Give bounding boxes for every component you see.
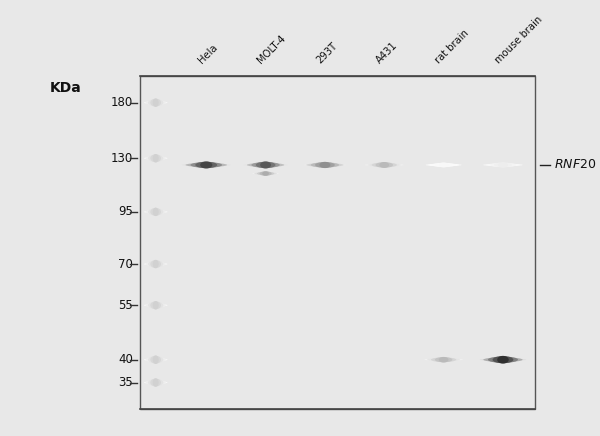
Ellipse shape xyxy=(153,355,158,364)
Ellipse shape xyxy=(254,172,277,175)
Text: A431: A431 xyxy=(374,40,400,65)
Ellipse shape xyxy=(311,162,339,167)
Ellipse shape xyxy=(144,211,167,213)
Ellipse shape xyxy=(425,164,462,166)
Ellipse shape xyxy=(144,381,167,384)
Ellipse shape xyxy=(490,163,516,167)
Text: 55: 55 xyxy=(118,299,133,312)
Ellipse shape xyxy=(153,260,158,268)
Ellipse shape xyxy=(185,163,227,167)
Ellipse shape xyxy=(431,358,456,362)
Text: 70: 70 xyxy=(118,258,133,271)
Ellipse shape xyxy=(148,155,163,162)
Text: mouse brain: mouse brain xyxy=(493,14,544,65)
Ellipse shape xyxy=(144,304,167,307)
Ellipse shape xyxy=(196,162,217,168)
Text: MOLT-4: MOLT-4 xyxy=(256,34,288,65)
Text: 180: 180 xyxy=(111,96,133,109)
Ellipse shape xyxy=(247,163,284,167)
Ellipse shape xyxy=(146,209,166,215)
Ellipse shape xyxy=(144,262,167,266)
Ellipse shape xyxy=(379,162,389,168)
Ellipse shape xyxy=(307,163,344,167)
Ellipse shape xyxy=(424,359,463,361)
Ellipse shape xyxy=(146,262,166,267)
Ellipse shape xyxy=(148,356,163,363)
Text: Hela: Hela xyxy=(196,42,220,65)
Ellipse shape xyxy=(319,162,331,168)
Ellipse shape xyxy=(146,100,166,105)
Ellipse shape xyxy=(146,357,166,362)
Ellipse shape xyxy=(148,99,163,106)
Ellipse shape xyxy=(493,356,514,363)
Ellipse shape xyxy=(439,357,448,362)
Ellipse shape xyxy=(365,164,404,166)
Ellipse shape xyxy=(146,380,166,385)
Ellipse shape xyxy=(435,357,452,362)
Ellipse shape xyxy=(371,163,397,167)
Ellipse shape xyxy=(432,163,455,167)
Ellipse shape xyxy=(256,162,275,168)
Ellipse shape xyxy=(497,356,509,364)
Ellipse shape xyxy=(151,378,161,387)
Ellipse shape xyxy=(494,163,512,167)
Text: 130: 130 xyxy=(111,152,133,165)
Ellipse shape xyxy=(252,173,279,174)
Text: KDa: KDa xyxy=(49,81,81,95)
Ellipse shape xyxy=(428,164,459,167)
Ellipse shape xyxy=(200,161,212,168)
Ellipse shape xyxy=(153,301,158,310)
Text: $\it{RNF20}$: $\it{RNF20}$ xyxy=(554,158,596,171)
Ellipse shape xyxy=(144,101,167,104)
Ellipse shape xyxy=(151,301,161,309)
Ellipse shape xyxy=(144,358,167,361)
Ellipse shape xyxy=(151,154,161,162)
Ellipse shape xyxy=(427,358,460,361)
Ellipse shape xyxy=(368,163,401,167)
Ellipse shape xyxy=(151,260,161,268)
Text: 293T: 293T xyxy=(315,41,340,65)
Ellipse shape xyxy=(153,154,158,163)
Ellipse shape xyxy=(244,164,287,166)
Ellipse shape xyxy=(486,164,520,167)
Ellipse shape xyxy=(480,358,526,361)
FancyBboxPatch shape xyxy=(140,76,535,409)
Ellipse shape xyxy=(488,357,518,363)
Ellipse shape xyxy=(303,164,347,166)
Text: 40: 40 xyxy=(118,353,133,366)
Ellipse shape xyxy=(153,208,158,216)
Ellipse shape xyxy=(182,164,230,166)
Ellipse shape xyxy=(257,172,274,175)
Ellipse shape xyxy=(153,99,158,107)
Ellipse shape xyxy=(260,161,271,168)
Text: 35: 35 xyxy=(118,376,133,389)
Ellipse shape xyxy=(144,157,167,160)
Ellipse shape xyxy=(260,171,272,176)
Text: 95: 95 xyxy=(118,205,133,218)
Ellipse shape xyxy=(146,156,166,161)
Ellipse shape xyxy=(148,379,163,386)
Ellipse shape xyxy=(498,162,508,167)
Ellipse shape xyxy=(153,378,158,387)
Ellipse shape xyxy=(484,358,523,362)
Ellipse shape xyxy=(190,162,222,168)
Ellipse shape xyxy=(151,356,161,364)
Ellipse shape xyxy=(376,162,393,168)
Text: rat brain: rat brain xyxy=(434,28,471,65)
Ellipse shape xyxy=(436,163,452,167)
Ellipse shape xyxy=(483,164,523,166)
Ellipse shape xyxy=(151,99,161,107)
Ellipse shape xyxy=(148,208,163,215)
Ellipse shape xyxy=(148,302,163,309)
Ellipse shape xyxy=(251,162,280,168)
Ellipse shape xyxy=(262,171,269,176)
Ellipse shape xyxy=(148,260,163,268)
Ellipse shape xyxy=(315,162,335,168)
Ellipse shape xyxy=(151,208,161,216)
Ellipse shape xyxy=(146,303,166,308)
Ellipse shape xyxy=(439,163,448,167)
